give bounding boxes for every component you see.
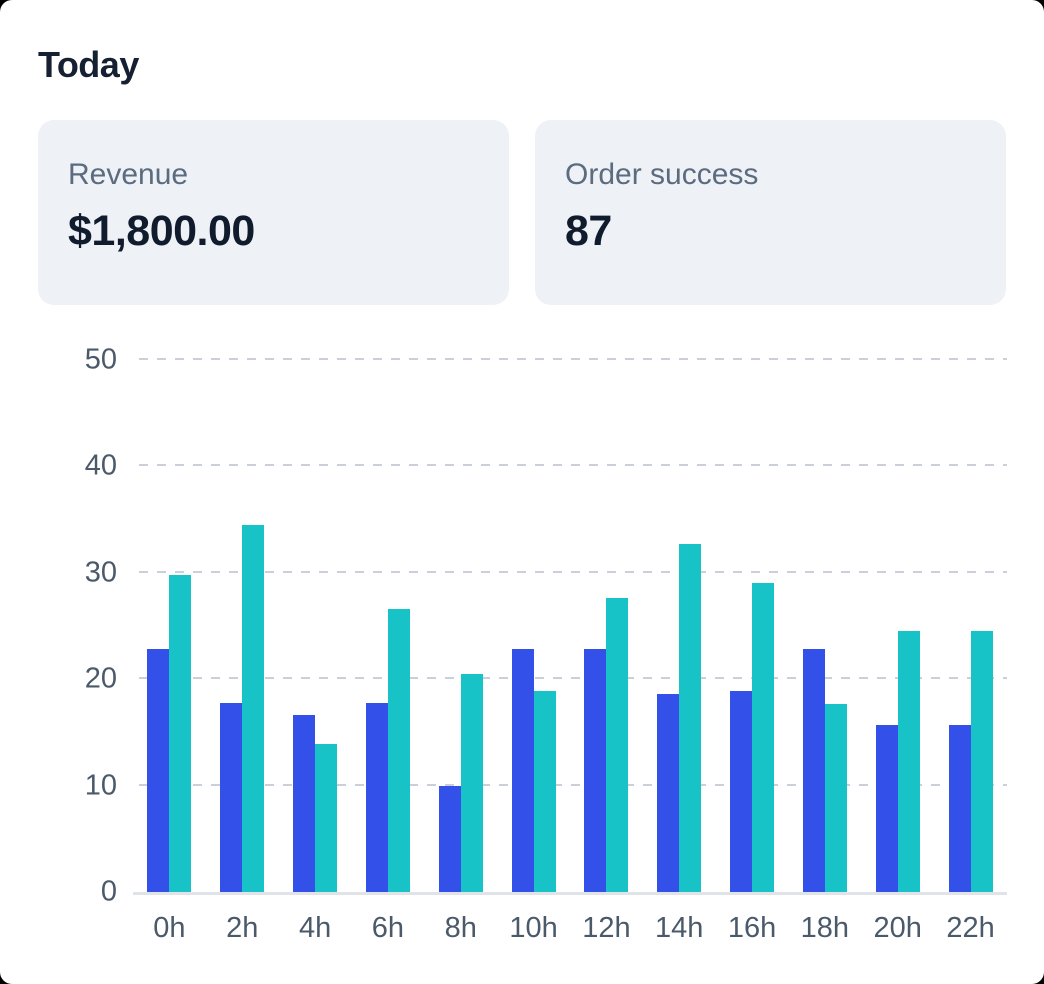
x-tick-label-6h: 6h: [371, 912, 405, 944]
chart-x-axis: 0h 2h 4h 6h 8h 10h 12h 14h 16h 18h 20h 22h: [133, 912, 1007, 945]
bar-20h-series-1: [875, 724, 898, 892]
y-tick-label-30: 30: [84, 556, 117, 589]
bar-group-14h: [643, 360, 716, 892]
y-tick-label-0: 0: [100, 875, 117, 908]
bar-group-10h: [497, 360, 570, 892]
bar-0h-series-2: [169, 574, 192, 892]
bar-group-8h: [424, 360, 497, 892]
x-tick-label-10h: 10h: [509, 912, 558, 944]
bar-14h-series-2: [679, 544, 702, 892]
gridline-40: [139, 464, 1007, 467]
revenue-value: $1,800.00: [68, 207, 255, 255]
bar-10h-series-1: [511, 649, 534, 892]
bar-10h-series-2: [533, 690, 556, 892]
bar-22h-series-2: [970, 631, 993, 892]
gridline-50: [139, 358, 1007, 360]
bar-12h-series-1: [584, 649, 607, 892]
bar-group-4h: [279, 360, 352, 892]
y-tick-label-40: 40: [84, 449, 117, 482]
bar-12h-series-2: [606, 598, 629, 892]
bar-4h-series-1: [293, 715, 316, 892]
bar-0h-series-1: [147, 649, 170, 892]
gridline-20: [139, 677, 1007, 680]
bar-8h-series-1: [438, 785, 461, 892]
y-tick-label-50: 50: [84, 343, 117, 376]
x-tick-label-18h: 18h: [800, 912, 850, 944]
bar-14h-series-1: [657, 694, 680, 892]
bar-group-16h: [716, 360, 789, 892]
bar-group-22h: [934, 360, 1007, 892]
x-tick-label-4h: 4h: [298, 912, 332, 944]
bar-8h-series-2: [460, 673, 483, 892]
bar-18h-series-2: [824, 703, 847, 892]
x-tick-label-20h: 20h: [873, 912, 922, 944]
bar-2h-series-2: [242, 524, 265, 892]
bar-group-2h: [206, 360, 279, 892]
bars-layer: [133, 360, 1007, 892]
gridline-10: [139, 783, 1007, 786]
x-tick-label-22h: 22h: [946, 912, 995, 944]
x-tick-label-12h: 12h: [582, 912, 631, 944]
bar-22h-series-1: [948, 724, 971, 892]
bar-20h-series-2: [897, 631, 920, 892]
bar-4h-series-2: [315, 744, 338, 892]
bar-16h-series-2: [752, 583, 775, 892]
bar-18h-series-1: [802, 649, 825, 892]
order-success-value: 87: [565, 207, 612, 255]
x-tick-label-2h: 2h: [226, 912, 259, 944]
order-success-label: Order success: [565, 158, 759, 191]
y-tick-label-10: 10: [84, 769, 117, 802]
bar-group-6h: [351, 360, 424, 892]
hourly-bar-chart: 0 10 20 30 40 50 0h 2h 4h 6h 8h 10h 12h 14h 16h 18h 20h…: [38, 345, 1007, 945]
bar-6h-series-2: [387, 608, 410, 892]
stat-cards-row: Revenue $1,800.00 Order success 87: [38, 120, 1006, 305]
bar-group-0h: [133, 360, 206, 892]
bar-6h-series-1: [365, 702, 388, 892]
bar-2h-series-1: [220, 702, 243, 892]
x-tick-label-14h: 14h: [655, 912, 704, 944]
x-tick-label-0h: 0h: [153, 912, 186, 944]
gridline-30: [139, 570, 1007, 573]
page-title: Today: [38, 44, 139, 85]
chart-plot: 0 10 20 30 40 50: [85, 345, 1007, 906]
revenue-card: Revenue $1,800.00: [38, 120, 509, 305]
x-tick-label-16h: 16h: [727, 912, 777, 944]
bar-group-20h: [861, 360, 934, 892]
x-tick-label-8h: 8h: [444, 912, 477, 944]
bar-16h-series-1: [730, 690, 753, 892]
y-tick-label-20: 20: [84, 662, 117, 695]
bar-group-18h: [788, 360, 861, 892]
bar-group-12h: [570, 360, 643, 892]
revenue-label: Revenue: [68, 158, 189, 191]
order-success-card: Order success 87: [535, 120, 1006, 305]
